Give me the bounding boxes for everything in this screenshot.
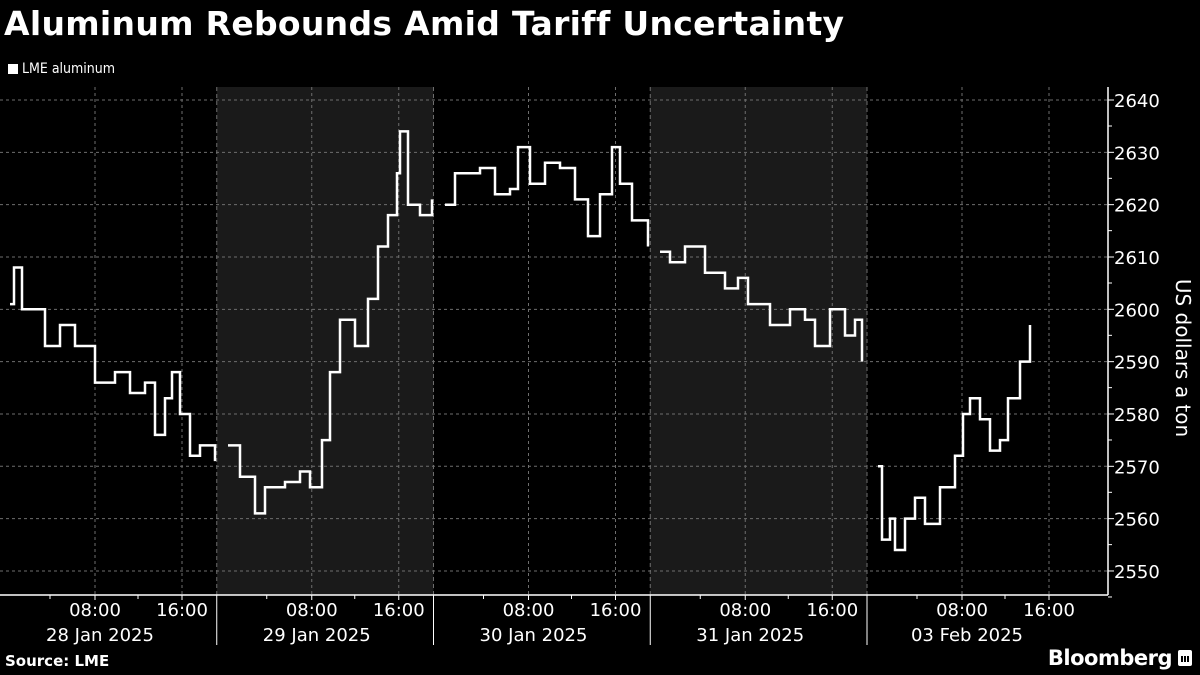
x-tick-label: 16:00 (156, 600, 208, 621)
axes (0, 87, 1109, 645)
price-line (10, 266, 217, 462)
bloomberg-logo: Bloomberg (1048, 646, 1192, 670)
x-tick-label: 16:00 (590, 600, 642, 621)
x-date-label: 31 Jan 2025 (696, 625, 804, 646)
y-axis-ticks: 2550 2560 2570 2580 2590 2600 2610 2620 2630 2640 (1108, 91, 1160, 598)
x-date-label: 30 Jan 2025 (480, 625, 588, 646)
y-tick-label: 2550 (1114, 562, 1160, 583)
shaded-day-bands (216, 87, 867, 595)
chart-title: Aluminum Rebounds Amid Tariff Uncertaint… (4, 4, 845, 43)
x-tick-label: 08:00 (936, 600, 988, 621)
y-tick-label: 2620 (1114, 196, 1160, 217)
y-tick-label: 2630 (1114, 143, 1160, 164)
y-tick-label: 2610 (1114, 248, 1160, 269)
x-date-label: 29 Jan 2025 (263, 625, 371, 646)
y-tick-label: 2580 (1114, 405, 1160, 426)
x-tick-label: 16:00 (806, 600, 858, 621)
y-tick-label: 2560 (1114, 510, 1160, 531)
brand-name: Bloomberg (1047, 646, 1173, 670)
x-date-label: 28 Jan 2025 (46, 625, 154, 646)
y-axis-label: US dollars a ton (1171, 279, 1195, 437)
price-line (445, 145, 650, 247)
x-tick-label: 08:00 (69, 600, 121, 621)
shaded-band (216, 87, 434, 595)
price-line (228, 130, 434, 515)
price-series (10, 130, 1032, 552)
y-tick-label: 2570 (1114, 457, 1160, 478)
x-tick-label: 16:00 (1023, 600, 1075, 621)
y-tick-label: 2600 (1114, 300, 1160, 321)
x-tick-label: 08:00 (719, 600, 771, 621)
chart-icon (1178, 650, 1192, 666)
x-tick-label: 08:00 (503, 600, 555, 621)
x-date-label: 03 Feb 2025 (911, 625, 1023, 646)
x-tick-label: 08:00 (286, 600, 338, 621)
price-line (660, 245, 864, 362)
legend-label: LME aluminum (22, 61, 116, 77)
y-tick-label: 2590 (1114, 353, 1160, 374)
y-tick-label: 2640 (1114, 91, 1160, 112)
gridlines (0, 87, 1108, 595)
source-note: Source: LME (5, 652, 110, 670)
legend: LME aluminum (8, 61, 115, 77)
x-tick-label: 16:00 (373, 600, 425, 621)
price-line (878, 325, 1032, 552)
legend-swatch-icon (8, 64, 18, 74)
